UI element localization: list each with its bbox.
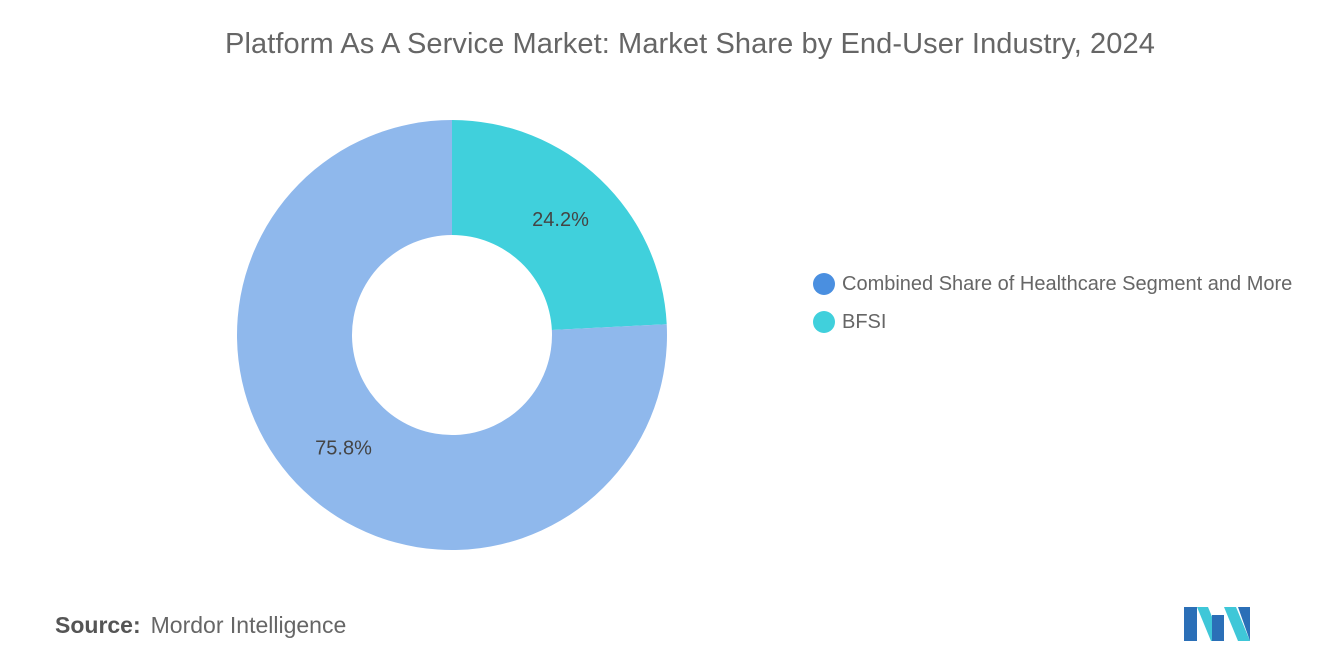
- legend-item-bfsi[interactable]: BFSI: [813, 308, 1303, 336]
- donut-slice-bfsi[interactable]: [452, 120, 667, 330]
- chart-title: Platform As A Service Market: Market Sha…: [225, 28, 1155, 60]
- slice-value-label: 75.8%: [315, 437, 372, 459]
- mordor-intelligence-logo-icon: [1184, 607, 1250, 641]
- source-label: Source:: [55, 612, 141, 638]
- legend-marker-combined-share: [813, 273, 835, 295]
- legend-item-combined-share[interactable]: Combined Share of Healthcare Segment and…: [813, 270, 1303, 298]
- source-value: Mordor Intelligence: [150, 612, 347, 638]
- donut-slice-combined-share-of-healthcare-segment-and-more[interactable]: [237, 120, 667, 550]
- legend-marker-bfsi: [813, 311, 835, 333]
- legend-label-combined-share: Combined Share of Healthcare Segment and…: [842, 273, 1293, 295]
- legend-label-bfsi: BFSI: [842, 311, 887, 333]
- source-note: Source: Mordor Intelligence: [55, 612, 346, 639]
- chart-legend: Combined Share of Healthcare Segment and…: [813, 270, 1303, 346]
- slice-value-label: 24.2%: [532, 209, 589, 231]
